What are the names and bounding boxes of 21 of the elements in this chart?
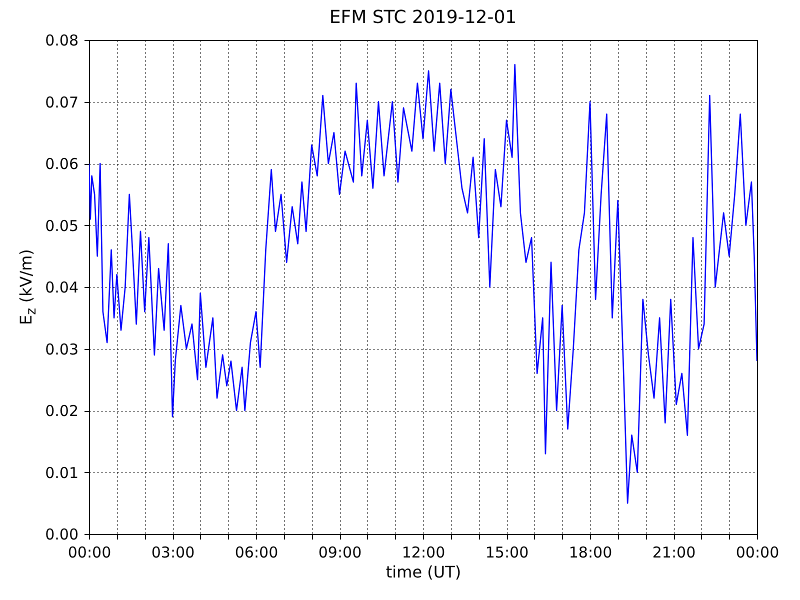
x-tick-label: 15:00 [485,544,529,562]
x-axis-title: time (UT) [386,562,462,582]
x-tick-label: 21:00 [652,544,696,562]
y-tick-label: 0.07 [45,93,78,112]
x-tick-label: 12:00 [402,544,446,562]
y-tick-label: 0.01 [45,464,78,482]
y-tick-label: 0.08 [45,32,78,50]
y-tick-label: 0.02 [45,402,78,420]
x-tick-label: 03:00 [151,544,195,562]
x-tick-label: 00:00 [68,544,112,562]
y-tick-label: 0.06 [45,155,78,173]
chart-title: EFM STC 2019-12-01 [329,7,517,28]
line-series [89,64,757,504]
x-tick-label: 18:00 [568,544,612,562]
x-tick-label: 00:00 [736,544,780,562]
x-tick-label: 09:00 [318,544,362,562]
x-tick-label: 06:00 [234,544,278,562]
y-tick-label: 0.05 [45,216,78,235]
y-tick-label: 0.00 [45,526,78,544]
y-tick-label: 0.04 [45,278,78,296]
y-tick-label: 0.03 [45,340,78,358]
